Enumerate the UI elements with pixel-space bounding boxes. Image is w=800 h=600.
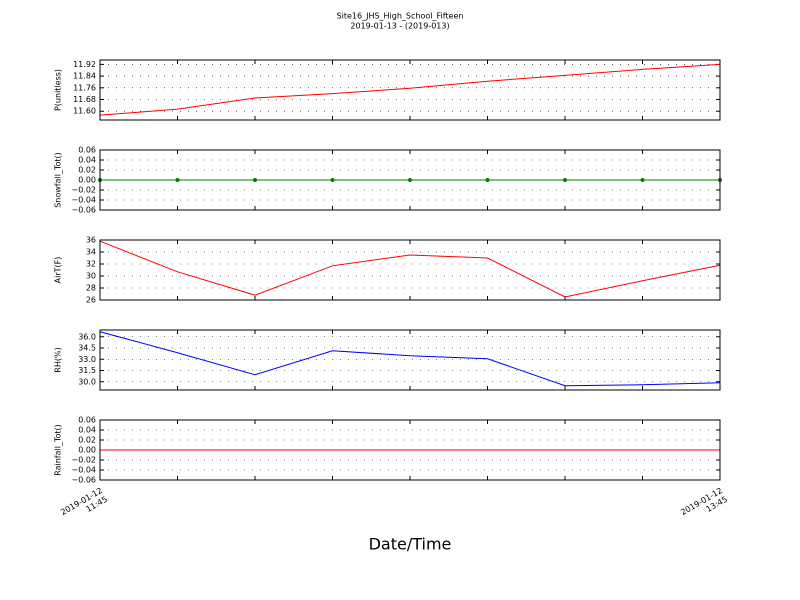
y-tick-label: 26: [86, 296, 96, 305]
plot-frame: [99, 59, 721, 121]
data-point: [253, 178, 257, 182]
y-axis-label: P(unitless): [54, 69, 63, 111]
chart-title: Site16_JHS_High_School_Fifteen: [337, 12, 464, 21]
y-tick-label: −0.04: [71, 196, 96, 205]
data-point: [175, 178, 180, 182]
plot-frame: [99, 329, 721, 391]
y-tick-label: −0.06: [71, 206, 96, 215]
y-tick-label: 11.92: [73, 60, 96, 69]
data-point: [485, 178, 490, 182]
plot-frame: [99, 239, 721, 301]
y-tick-label: 0.02: [78, 436, 96, 445]
y-tick-label: 32: [86, 260, 96, 269]
y-tick-label: 11.84: [73, 72, 96, 81]
data-line: [99, 240, 721, 298]
y-tick-label: 33.0: [78, 355, 96, 364]
y-tick-label: 11.76: [73, 83, 96, 92]
data-point: [563, 178, 567, 182]
y-tick-label: 0.06: [78, 416, 96, 425]
y-tick-label: 0.04: [78, 156, 96, 165]
y-tick-label: −0.06: [71, 476, 96, 485]
y-tick-label: 28: [86, 284, 96, 293]
chart-subtitle: 2019-01-13 - (2019-013): [350, 22, 449, 31]
plot-frame: [99, 149, 721, 211]
y-axis-label: Snowfall_Tot(): [54, 152, 63, 208]
y-axis-label: AirT(F): [54, 257, 63, 284]
data-point: [408, 178, 412, 182]
data-line: [99, 331, 721, 387]
y-tick-label: 31.5: [78, 366, 96, 375]
y-tick-label: 11.68: [73, 95, 96, 104]
y-tick-label: 34.5: [78, 344, 96, 353]
y-tick-label: −0.02: [71, 186, 96, 195]
y-tick-label: 0.02: [78, 166, 96, 175]
data-point: [330, 178, 335, 182]
data-point: [640, 178, 645, 182]
y-tick-label: 34: [86, 248, 96, 257]
y-tick-label: 0.04: [78, 426, 96, 435]
y-tick-label: 30.0: [78, 377, 96, 386]
y-axis-label: Rainfall_Tot(): [54, 424, 63, 476]
y-tick-label: 36: [86, 236, 96, 245]
y-tick-label: 11.60: [73, 107, 96, 116]
y-tick-label: 0.06: [78, 146, 96, 155]
y-axis-label: RH(%): [54, 347, 63, 372]
y-tick-label: 36.0: [78, 332, 96, 341]
y-tick-label: −0.02: [71, 456, 96, 465]
y-tick-label: 0.00: [78, 176, 96, 185]
y-tick-label: 30: [86, 272, 96, 281]
y-tick-label: 0.00: [78, 446, 96, 455]
y-tick-label: −0.04: [71, 466, 96, 475]
plot-frame: [99, 419, 721, 481]
x-axis-label: Date/Time: [369, 535, 452, 554]
data-line: [99, 63, 721, 116]
